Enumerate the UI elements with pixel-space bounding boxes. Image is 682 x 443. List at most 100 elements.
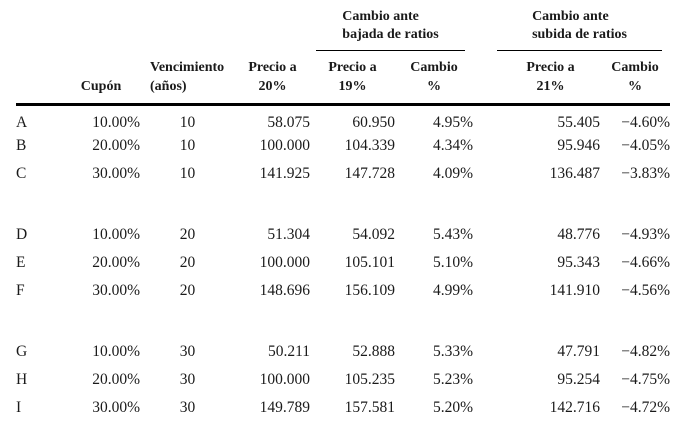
- cell-bond-label: A: [16, 114, 28, 131]
- cell-precio-21: 55.405: [557, 114, 601, 131]
- group-header-bajada-de-ratios: Cambio ante bajada de ratios: [310, 4, 473, 52]
- column-header-row: Cupón Vencimiento (años) Precio a 20% Pr…: [16, 51, 671, 106]
- cell-vencimiento: 10: [179, 114, 196, 131]
- cell-vencimiento: 10: [179, 137, 196, 155]
- cell-precio-19: 104.339: [344, 137, 395, 155]
- cell-vencimiento: 20: [179, 254, 196, 272]
- table-row: D 10.00% 20 51.304 54.092 5.43% 48.776 −…: [16, 221, 670, 249]
- cell-precio-20: 149.789: [259, 399, 310, 417]
- cell-bond-label: I: [16, 399, 22, 417]
- table-body: A 10.00% 10 58.075 60.950 4.95% 55.405 −…: [16, 104, 670, 422]
- table-row: G 10.00% 30 50.211 52.888 5.33% 47.791 −…: [16, 338, 670, 366]
- cell-cupon: 20.00%: [92, 137, 140, 155]
- cell-cupon: 10.00%: [92, 226, 140, 244]
- table-row: F 30.00% 20 148.696 156.109 4.99% 141.91…: [16, 277, 670, 305]
- cell-precio-19: 156.109: [344, 282, 395, 300]
- cell-precio-21: 95.946: [557, 137, 601, 155]
- cell-bond-label: B: [16, 137, 27, 155]
- cell-precio-21: 48.776: [557, 226, 601, 244]
- cell-bond-label: E: [16, 254, 26, 272]
- cell-precio-21: 141.910: [549, 282, 601, 300]
- cell-cupon: 20.00%: [92, 371, 140, 389]
- cell-cambio-subida: −4.60%: [621, 114, 671, 131]
- group-header-spacer: [16, 4, 310, 51]
- group-header-bajada-label: Cambio ante bajada de ratios: [342, 9, 439, 43]
- cell-precio-20: 100.000: [259, 137, 310, 155]
- table-header: Cambio ante bajada de ratios Cambio ante…: [16, 4, 671, 106]
- cell-precio-19: 105.235: [344, 371, 395, 389]
- group-header-subida-rule: Cambio ante subida de ratios: [497, 8, 663, 52]
- cell-cupon: 10.00%: [92, 343, 140, 361]
- cell-cupon: 30.00%: [92, 399, 140, 417]
- group-spacer-cell: [16, 305, 670, 338]
- column-header-cambio-subida: Cambio %: [600, 51, 671, 106]
- cell-cupon: 10.00%: [92, 114, 140, 131]
- table-row: C 30.00% 10 141.925 147.728 4.09% 136.48…: [16, 160, 670, 188]
- cell-precio-21: 142.716: [549, 399, 601, 417]
- cell-precio-20: 141.925: [259, 165, 310, 183]
- cell-bond-label: C: [16, 165, 27, 183]
- table-row: B 20.00% 10 100.000 104.339 4.34% 95.946…: [16, 132, 670, 160]
- cell-bond-label: D: [16, 226, 28, 244]
- cell-vencimiento: 30: [179, 343, 196, 361]
- group-header-bajada-rule: Cambio ante bajada de ratios: [316, 8, 466, 52]
- cell-cambio-bajada: 5.20%: [432, 399, 474, 417]
- column-header-precio-19: Precio a 19%: [310, 51, 395, 106]
- cell-cambio-subida: −4.05%: [621, 137, 671, 155]
- cell-cambio-bajada: 5.23%: [432, 371, 474, 389]
- group-spacer-row: [16, 188, 670, 221]
- table-row: H 20.00% 30 100.000 105.235 5.23% 95.254…: [16, 366, 670, 394]
- cell-vencimiento: 30: [179, 371, 196, 389]
- cell-precio-19: 147.728: [344, 165, 395, 183]
- cell-vencimiento: 20: [179, 226, 196, 244]
- cell-precio-19: 60.950: [352, 114, 395, 131]
- bond-price-change-table-page: Cambio ante bajada de ratios Cambio ante…: [16, 4, 671, 422]
- cell-cambio-bajada: 5.43%: [432, 226, 474, 244]
- cell-cambio-subida: −4.66%: [621, 254, 671, 272]
- cell-cambio-bajada: 5.33%: [432, 343, 474, 361]
- cell-precio-19: 54.092: [352, 226, 395, 244]
- cell-cambio-bajada: 4.95%: [432, 114, 474, 131]
- group-spacer-row: [16, 305, 670, 338]
- cell-vencimiento: 20: [179, 282, 196, 300]
- table-row: I 30.00% 30 149.789 157.581 5.20% 142.71…: [16, 394, 670, 422]
- bond-price-change-table: Cambio ante bajada de ratios Cambio ante…: [16, 4, 671, 422]
- cell-bond-label: G: [16, 343, 28, 361]
- group-spacer-cell: [16, 188, 670, 221]
- cell-cambio-subida: −3.83%: [621, 165, 671, 183]
- cell-cupon: 30.00%: [92, 165, 140, 183]
- cell-precio-20: 100.000: [259, 254, 310, 272]
- cell-bond-label: H: [16, 371, 28, 389]
- cell-precio-20: 58.075: [267, 114, 310, 131]
- column-header-cupon: Cupón: [62, 51, 140, 106]
- cell-precio-20: 148.696: [259, 282, 310, 300]
- cell-precio-21: 136.487: [549, 165, 601, 183]
- group-header-row: Cambio ante bajada de ratios Cambio ante…: [16, 4, 670, 52]
- column-header-vencimiento: Vencimiento (años): [140, 51, 235, 106]
- cell-precio-20: 100.000: [259, 371, 310, 389]
- cell-precio-21: 95.254: [557, 371, 601, 389]
- cell-cambio-bajada: 5.10%: [432, 254, 474, 272]
- group-header-subida-label: Cambio ante subida de ratios: [532, 9, 627, 43]
- cell-precio-20: 51.304: [267, 226, 310, 244]
- cell-cambio-subida: −4.82%: [621, 343, 671, 361]
- cell-bond-label: F: [16, 282, 25, 300]
- cell-cambio-bajada: 4.34%: [432, 137, 474, 155]
- column-header-row-label: [16, 51, 62, 106]
- cell-precio-20: 50.211: [267, 343, 310, 361]
- cell-precio-19: 52.888: [352, 343, 395, 361]
- cell-cambio-subida: −4.72%: [621, 399, 671, 417]
- column-header-precio-20: Precio a 20%: [235, 51, 310, 106]
- cell-cambio-subida: −4.56%: [621, 282, 671, 300]
- cell-cupon: 30.00%: [92, 282, 140, 300]
- cell-precio-21: 47.791: [557, 343, 601, 361]
- group-header-subida-de-ratios: Cambio ante subida de ratios: [473, 4, 670, 52]
- cell-cambio-subida: −4.93%: [621, 226, 671, 244]
- table-row: E 20.00% 20 100.000 105.101 5.10% 95.343…: [16, 249, 670, 277]
- cell-vencimiento: 30: [179, 399, 196, 417]
- cell-precio-19: 157.581: [344, 399, 395, 417]
- table-row: A 10.00% 10 58.075 60.950 4.95% 55.405 −…: [16, 104, 670, 132]
- cell-cambio-bajada: 4.09%: [432, 165, 474, 183]
- column-header-precio-21: Precio a 21%: [473, 51, 601, 106]
- cell-cambio-subida: −4.75%: [621, 371, 671, 389]
